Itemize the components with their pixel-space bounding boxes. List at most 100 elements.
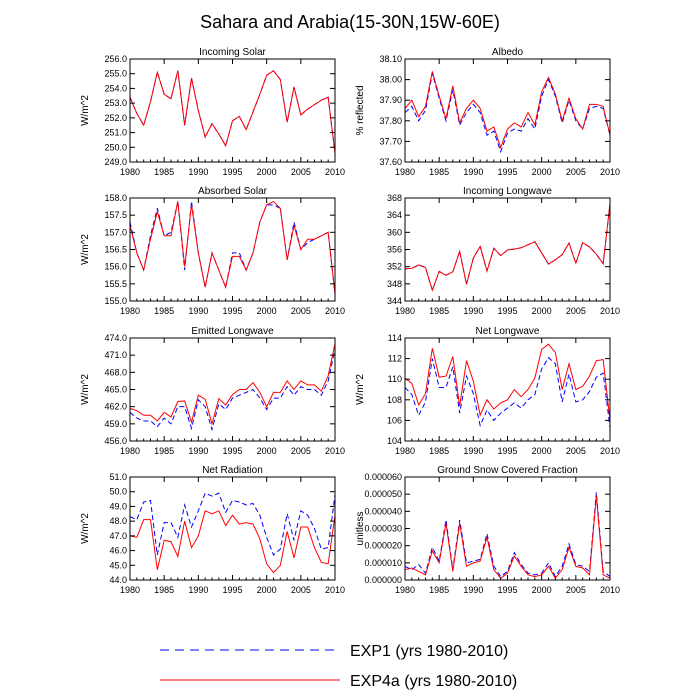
- x-tick-label: 1980: [395, 306, 415, 316]
- x-tick-label: 1990: [188, 446, 208, 456]
- panel-title: Incoming Solar: [199, 47, 266, 58]
- series-line-exp1: [404, 492, 611, 578]
- series-line-exp4a: [129, 510, 336, 574]
- y-tick-label: 37.70: [379, 136, 402, 146]
- y-tick-label: 465.0: [104, 385, 127, 395]
- x-tick-label: 1985: [154, 167, 174, 177]
- plot-frame: [129, 197, 336, 302]
- y-axis-label: W/m^2: [80, 95, 91, 126]
- y-tick-label: 456.0: [104, 436, 127, 446]
- y-tick-label: 0.000040: [364, 506, 402, 516]
- legend-exp4a-label: EXP4a (yrs 1980-2010): [350, 673, 517, 690]
- plot-frame: [404, 476, 611, 581]
- x-tick-label: 1995: [497, 306, 517, 316]
- y-tick-label: 249.0: [104, 157, 127, 167]
- y-tick-label: 38.10: [379, 54, 402, 64]
- x-tick-label: 1990: [463, 446, 483, 456]
- x-tick-label: 1985: [154, 306, 174, 316]
- y-tick-label: 256.0: [104, 54, 127, 64]
- panel-3: Incoming Longwave 344 348 352 356 360 364 368 19…: [387, 186, 620, 316]
- panel-7: Ground Snow Covered Fractionunitless0.00…: [355, 465, 620, 595]
- y-tick-label: 0.000010: [364, 558, 402, 568]
- y-tick-label: 157.5: [104, 210, 127, 220]
- y-tick-label: 253.0: [104, 98, 127, 108]
- y-tick-label: 474.0: [104, 333, 127, 343]
- panel-title: Net Radiation: [202, 465, 263, 476]
- y-tick-label: 0.000050: [364, 489, 402, 499]
- y-tick-label: 255.0: [104, 69, 127, 79]
- y-tick-label: 158.0: [104, 193, 127, 203]
- y-tick-label: 47.0: [109, 531, 127, 541]
- x-tick-label: 1985: [429, 446, 449, 456]
- y-axis-label: W/m^2: [80, 374, 91, 405]
- y-tick-label: 0.000020: [364, 541, 402, 551]
- y-tick-label: 51.0: [109, 472, 127, 482]
- panel-1: Albedo % reflected 37.60 37.70 37.80 37.90 38.…: [355, 47, 620, 177]
- x-tick-label: 1985: [154, 446, 174, 456]
- panel-6: Net Radiation W/m^2 44.0 45.0 46.0 47.0 48.0 49…: [80, 465, 345, 595]
- y-tick-label: 155.0: [104, 296, 127, 306]
- x-tick-label: 2010: [325, 585, 345, 595]
- series-line-exp4a: [129, 70, 336, 154]
- panel-title: Incoming Longwave: [463, 186, 552, 197]
- x-tick-label: 1980: [120, 167, 140, 177]
- plot-frame: [404, 337, 611, 442]
- x-tick-label: 1985: [154, 585, 174, 595]
- y-tick-label: 459.0: [104, 419, 127, 429]
- x-tick-label: 1980: [120, 585, 140, 595]
- y-tick-label: 106: [387, 415, 402, 425]
- x-tick-label: 2005: [291, 306, 311, 316]
- panel-title: Albedo: [492, 47, 524, 58]
- x-tick-label: 1995: [222, 306, 242, 316]
- x-tick-label: 2005: [291, 446, 311, 456]
- y-axis-label: W/m^2: [355, 374, 366, 405]
- y-tick-label: 108: [387, 395, 402, 405]
- y-tick-label: 364: [387, 210, 402, 220]
- y-tick-label: 49.0: [109, 501, 127, 511]
- series-line-exp4a: [129, 200, 336, 295]
- y-tick-label: 156.0: [104, 262, 127, 272]
- x-tick-label: 2010: [600, 306, 620, 316]
- y-tick-label: 348: [387, 279, 402, 289]
- x-tick-label: 1995: [497, 167, 517, 177]
- y-tick-label: 104: [387, 436, 402, 446]
- panel-5: Net Longwave W/m^2 104 106 108 110 112 114 1980 1…: [355, 326, 620, 456]
- y-tick-label: 471.0: [104, 350, 127, 360]
- series-line-exp4a: [129, 343, 336, 426]
- panel-title: Ground Snow Covered Fraction: [437, 465, 578, 476]
- x-tick-label: 1990: [188, 306, 208, 316]
- x-tick-label: 1995: [497, 446, 517, 456]
- y-tick-label: 468.0: [104, 367, 127, 377]
- panel-title: Absorbed Solar: [198, 186, 268, 197]
- legend-exp1-label: EXP1 (yrs 1980-2010): [350, 643, 508, 660]
- x-tick-label: 2010: [600, 585, 620, 595]
- y-tick-label: 462.0: [104, 402, 127, 412]
- series-line-exp4a: [404, 343, 611, 421]
- panels: Incoming Solar W/m^2 249.0 250.0 251.0 252.0 2…: [80, 47, 620, 595]
- y-tick-label: 110: [388, 374, 402, 384]
- y-tick-label: 155.5: [104, 279, 127, 289]
- series-line-exp1: [129, 201, 336, 295]
- x-tick-label: 2005: [291, 585, 311, 595]
- x-tick-label: 2000: [532, 446, 552, 456]
- y-tick-label: 45.0: [109, 560, 127, 570]
- y-tick-label: 252.0: [104, 113, 127, 123]
- x-tick-label: 1990: [188, 167, 208, 177]
- series-line-exp4a: [404, 495, 611, 580]
- series-line-exp4a: [404, 203, 611, 292]
- x-tick-label: 1985: [429, 585, 449, 595]
- series-line-exp1: [404, 73, 611, 154]
- y-tick-label: 356: [387, 245, 402, 255]
- y-tick-label: 112: [388, 354, 402, 364]
- panel-title: Net Longwave: [476, 326, 540, 337]
- y-tick-label: 0.000060: [364, 472, 402, 482]
- panel-0: Incoming Solar W/m^2 249.0 250.0 251.0 252.0 2…: [80, 47, 345, 177]
- x-tick-label: 2010: [600, 167, 620, 177]
- series-line-exp1: [129, 492, 336, 556]
- x-tick-label: 1980: [120, 306, 140, 316]
- x-tick-label: 1995: [497, 585, 517, 595]
- y-tick-label: 156.5: [104, 245, 127, 255]
- x-tick-label: 2010: [600, 446, 620, 456]
- y-tick-label: 157.0: [104, 227, 127, 237]
